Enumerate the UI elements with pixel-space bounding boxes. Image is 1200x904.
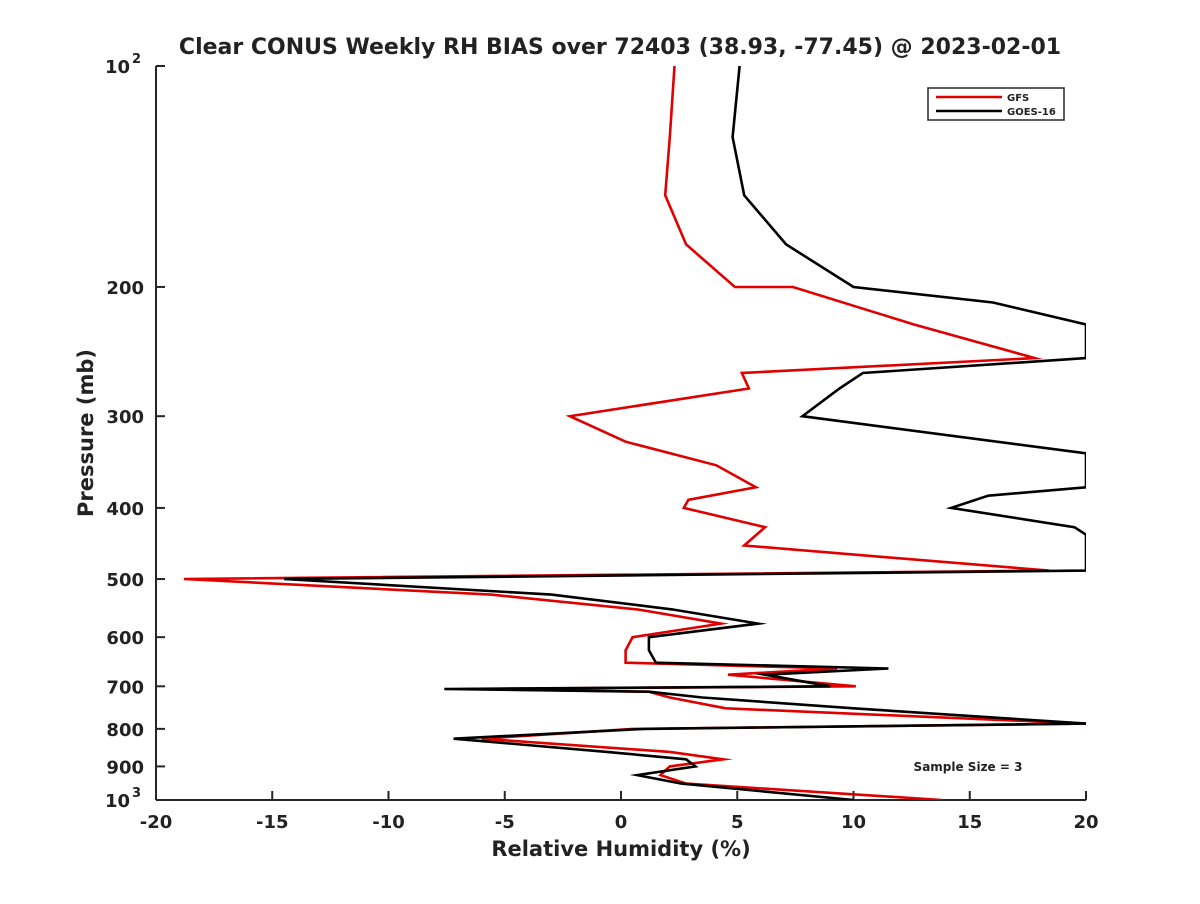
x-tick-label: -10 [372, 812, 405, 833]
y-tick-label: 200 [106, 278, 144, 299]
x-tick-label: -20 [140, 812, 173, 833]
series-line-goes-16 [283, 66, 1086, 800]
x-axis: -20 -15 -10 -5 0 5 10 15 20 [140, 791, 1099, 833]
chart-title: Clear CONUS Weekly RH BIAS over 72403 (3… [179, 35, 1061, 60]
legend-label-gfs: GFS [1007, 93, 1029, 104]
y-tick-exponent: 3 [132, 786, 141, 801]
series-layer [183, 66, 1086, 800]
x-tick-label: 15 [957, 812, 982, 833]
plot-area [155, 66, 1086, 801]
legend-box [927, 87, 1065, 121]
y-tick-label: 700 [106, 677, 144, 698]
y-tick-label: 300 [106, 407, 144, 428]
x-tick-label: 10 [841, 812, 866, 833]
y-tick-label: 900 [106, 757, 144, 778]
x-tick-label: -5 [495, 812, 515, 833]
y-tick-label: 500 [106, 570, 144, 591]
y-tick-label: 400 [106, 499, 144, 520]
y-tick-label: 10 [105, 791, 130, 812]
x-tick-label: -15 [256, 812, 289, 833]
sample-size-annotation: Sample Size = 3 [914, 760, 1023, 774]
series-line-gfs [183, 66, 1086, 800]
x-tick-label: 0 [615, 812, 628, 833]
y-tick-label: 600 [106, 628, 144, 649]
y-tick-exponent: 2 [132, 52, 141, 67]
x-axis-label: Relative Humidity (%) [491, 837, 750, 861]
y-tick-label: 800 [106, 720, 144, 741]
x-tick-label: 5 [731, 812, 744, 833]
y-tick-label: 10 [105, 57, 130, 78]
y-axis-label: Pressure (mb) [74, 349, 98, 517]
legend: GFS GOES-16 [927, 87, 1065, 121]
x-tick-label: 20 [1073, 812, 1098, 833]
legend-label-goes-16: GOES-16 [1007, 107, 1056, 118]
